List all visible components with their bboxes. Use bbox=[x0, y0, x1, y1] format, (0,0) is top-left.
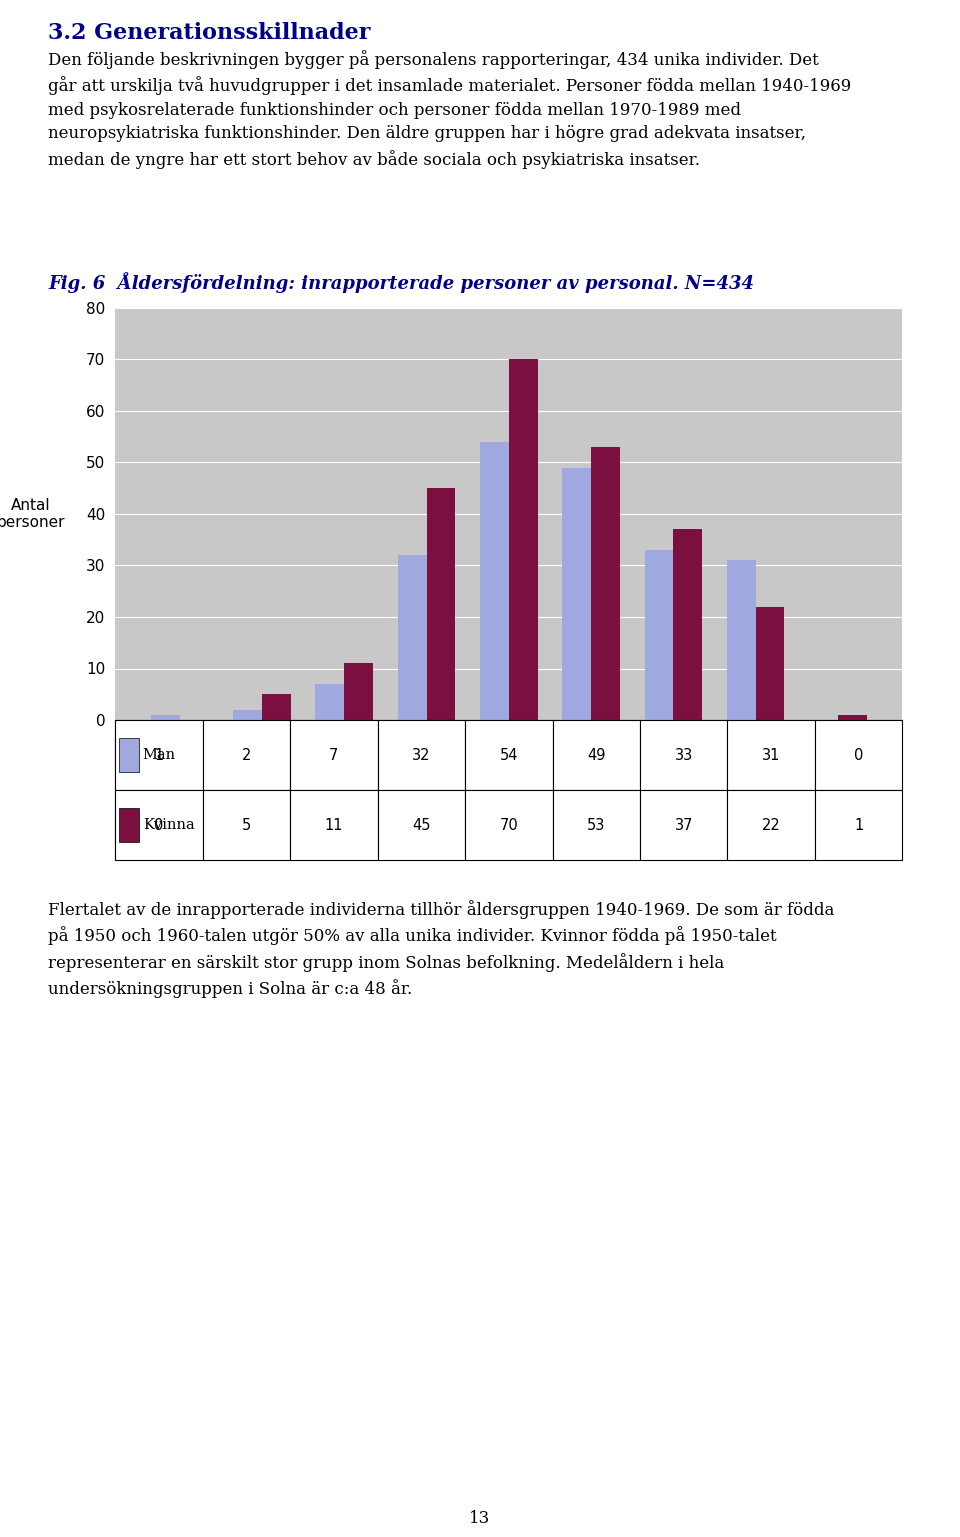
Bar bbox=[233, 710, 262, 719]
Text: Kvinna: Kvinna bbox=[143, 818, 195, 832]
Bar bbox=[119, 738, 139, 772]
Bar bbox=[644, 550, 673, 719]
Bar bbox=[591, 447, 620, 719]
Bar bbox=[480, 443, 509, 719]
Bar bbox=[426, 489, 455, 719]
Bar bbox=[509, 360, 538, 719]
Bar bbox=[345, 664, 373, 719]
Bar bbox=[838, 715, 867, 719]
Bar bbox=[262, 695, 291, 719]
Bar bbox=[727, 561, 756, 719]
Text: Den följande beskrivningen bygger på personalens rapporteringar, 434 unika indiv: Den följande beskrivningen bygger på per… bbox=[48, 51, 852, 169]
Bar bbox=[673, 529, 702, 719]
Bar bbox=[316, 684, 345, 719]
Text: Flertalet av de inrapporterade individerna tillhör åldersgruppen 1940-1969. De s: Flertalet av de inrapporterade individer… bbox=[48, 901, 834, 998]
Bar bbox=[119, 808, 139, 842]
Bar bbox=[563, 467, 591, 719]
Text: Fig. 6  Åldersfördelning: inrapporterade personer av personal. N=434: Fig. 6 Åldersfördelning: inrapporterade … bbox=[48, 272, 754, 294]
Bar bbox=[397, 555, 426, 719]
Bar bbox=[756, 607, 784, 719]
Text: Man: Man bbox=[143, 749, 176, 762]
Y-axis label: Antal
personer: Antal personer bbox=[0, 498, 64, 530]
Bar bbox=[151, 715, 180, 719]
Text: 3.2 Generationsskillnader: 3.2 Generationsskillnader bbox=[48, 22, 371, 45]
Text: 13: 13 bbox=[469, 1509, 491, 1526]
